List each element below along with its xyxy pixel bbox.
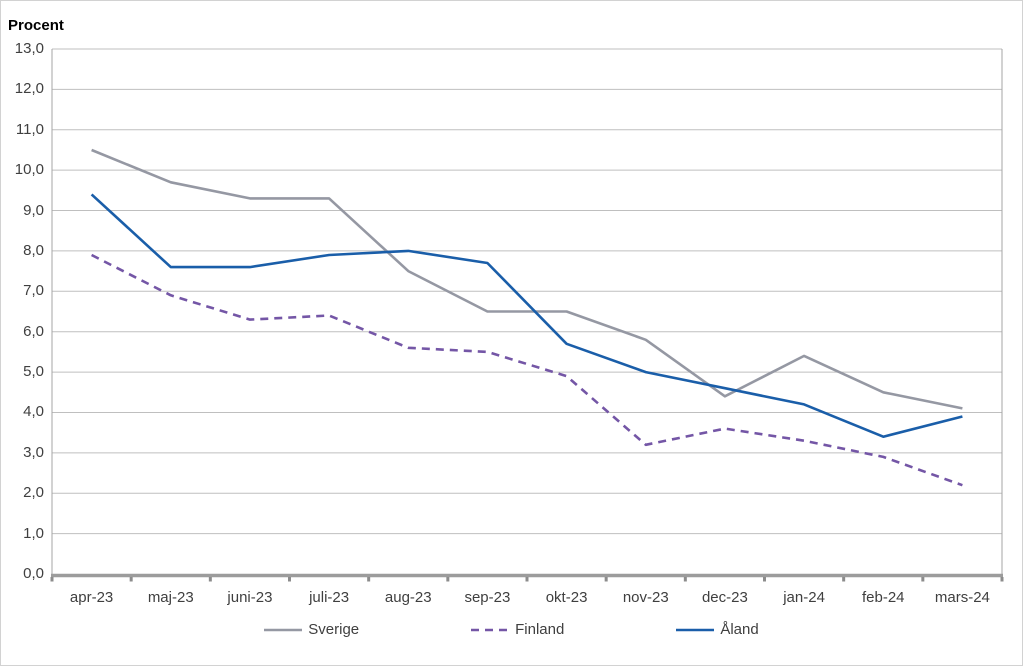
x-axis-tick: [683, 577, 687, 582]
x-axis-tick: [604, 577, 608, 582]
x-tick-label: dec-23: [701, 589, 748, 606]
y-tick-label: 8,0: [23, 241, 44, 259]
x-tick-label: maj-23: [147, 589, 194, 606]
x-axis-tick: [1000, 577, 1004, 582]
x-tick-label: okt-23: [545, 589, 588, 606]
x-tick-label: feb-24: [861, 589, 905, 606]
legend-item-finland: Finland: [471, 621, 564, 638]
x-axis-tick: [446, 577, 450, 582]
y-tick-label: 4,0: [23, 403, 44, 421]
chart-title: Procent: [8, 17, 64, 34]
legend-item-sverige: Sverige: [264, 621, 359, 638]
legend: Sverige Finland Åland: [0, 621, 1023, 638]
x-axis-tick: [525, 577, 529, 582]
series-line-åland: [90, 193, 963, 439]
x-tick-label: apr-23: [69, 589, 114, 606]
x-axis-tick: [129, 577, 133, 582]
x-axis-tick: [208, 577, 212, 582]
x-tick-label: juni-23: [227, 589, 273, 606]
y-tick-label: 0,0: [23, 565, 44, 582]
x-tick-label: sep-23: [464, 589, 511, 606]
y-tick-label: 7,0: [23, 282, 44, 300]
legend-swatch-icon: [264, 628, 303, 631]
x-tick-label: juli-23: [309, 589, 350, 606]
legend-item-åland: Åland: [676, 621, 759, 638]
y-tick-label: 1,0: [23, 524, 44, 542]
legend-label: Sverige: [308, 621, 360, 638]
y-tick-label: 11,0: [15, 120, 44, 138]
x-tick-label: aug-23: [384, 589, 432, 606]
y-tick-label: 10,0: [14, 161, 44, 179]
x-axis-tick: [921, 577, 925, 582]
y-tick-label: 12,0: [14, 80, 44, 98]
x-tick-label: mars-24: [934, 589, 990, 606]
series-line-finland: [91, 253, 963, 487]
y-tick-label: 9,0: [23, 201, 44, 219]
x-axis-tick: [50, 577, 54, 582]
x-axis-tick: [288, 577, 291, 582]
legend-swatch-icon: [676, 628, 715, 631]
y-tick-label: 5,0: [23, 363, 44, 381]
x-tick-label: nov-23: [622, 589, 669, 606]
y-tick-label: 3,0: [23, 443, 44, 461]
legend-label: Åland: [720, 621, 759, 638]
y-tick-label: 6,0: [23, 322, 44, 340]
y-tick-label: 2,0: [23, 484, 44, 502]
legend-swatch-icon: [471, 628, 510, 631]
x-axis-tick: [842, 577, 846, 582]
x-axis-tick: [763, 577, 766, 582]
x-axis-tick: [367, 577, 371, 582]
y-tick-label: 13,0: [14, 40, 44, 57]
legend-label: Finland: [515, 621, 565, 638]
x-tick-label: jan-24: [783, 589, 825, 606]
series-line-sverige: [91, 148, 963, 410]
